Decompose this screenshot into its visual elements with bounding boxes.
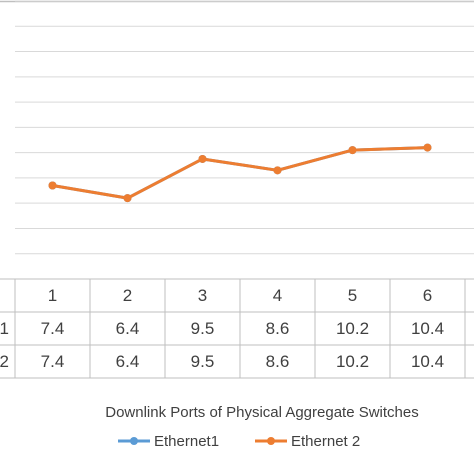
table-value: 6.4: [116, 319, 140, 338]
line-point: [123, 194, 132, 203]
table-value: 10.4: [411, 352, 444, 371]
table-value: 9.5: [191, 352, 215, 371]
legend-label: Ethernet 2: [291, 433, 360, 450]
x-tick-label: 3: [198, 286, 207, 305]
legend-marker: [267, 437, 275, 445]
table-value: 7.4: [41, 352, 65, 371]
table-value: 8.6: [266, 352, 290, 371]
table-value: 8.6: [266, 319, 290, 338]
x-axis-title: Downlink Ports of Physical Aggregate Swi…: [105, 404, 418, 421]
table-value: 7.4: [41, 319, 65, 338]
table-value: 10.4: [411, 319, 444, 338]
line-point: [198, 154, 207, 163]
line-point: [48, 181, 57, 190]
x-tick-label: 2: [123, 286, 132, 305]
table-row-label: Ethernet 2: [0, 352, 9, 371]
line-series: [52, 146, 428, 200]
line-point: [423, 143, 432, 152]
x-tick-label: 5: [348, 286, 357, 305]
table-value: 10.2: [336, 319, 369, 338]
table-row-label: Ethernet1: [0, 319, 9, 338]
table-value: 9.5: [191, 319, 215, 338]
line-point: [348, 146, 357, 155]
legend-label: Ethernet1: [154, 433, 219, 450]
x-tick-label: 6: [423, 286, 432, 305]
table-value: 6.4: [116, 352, 140, 371]
table-value: 10.2: [336, 352, 369, 371]
x-tick-label: 1: [48, 286, 57, 305]
legend-marker: [130, 437, 138, 445]
line-point: [273, 166, 282, 175]
x-tick-label: 4: [273, 286, 282, 305]
